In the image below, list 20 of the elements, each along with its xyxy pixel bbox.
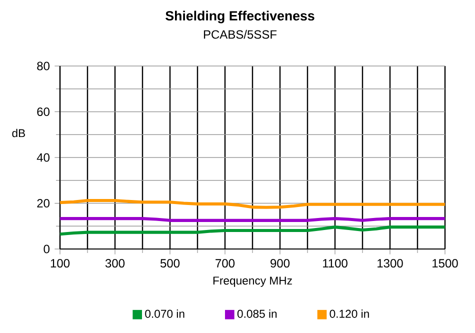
x-tick-label: 1100: [323, 259, 348, 268]
legend-label: 0.120 in: [330, 309, 369, 318]
x-tick-label: 1300: [378, 259, 403, 268]
chart-subtitle: PCABS/5SSF: [204, 30, 277, 39]
x-tick-label: 900: [270, 259, 290, 268]
legend-label: 0.085 in: [237, 309, 277, 318]
y-tick-label: 20: [37, 198, 50, 208]
y-tick-label: 40: [36, 153, 50, 162]
x-tick-label: 300: [105, 259, 125, 268]
x-tick-label: 500: [160, 259, 180, 268]
legend-label: 0.070 in: [145, 309, 184, 318]
x-tick-label: 1500: [432, 259, 458, 268]
y-tick-label: 0: [44, 244, 50, 254]
chart-title: Shielding Effectiveness: [166, 10, 314, 24]
y-tick-label: 80: [37, 62, 50, 70]
y-tick-label: 60: [37, 108, 50, 116]
y-axis-title: dB: [12, 128, 26, 138]
x-axis-title: Frequency MHz: [213, 276, 292, 287]
x-tick-label: 700: [216, 259, 235, 268]
x-tick-label: 100: [50, 259, 70, 268]
